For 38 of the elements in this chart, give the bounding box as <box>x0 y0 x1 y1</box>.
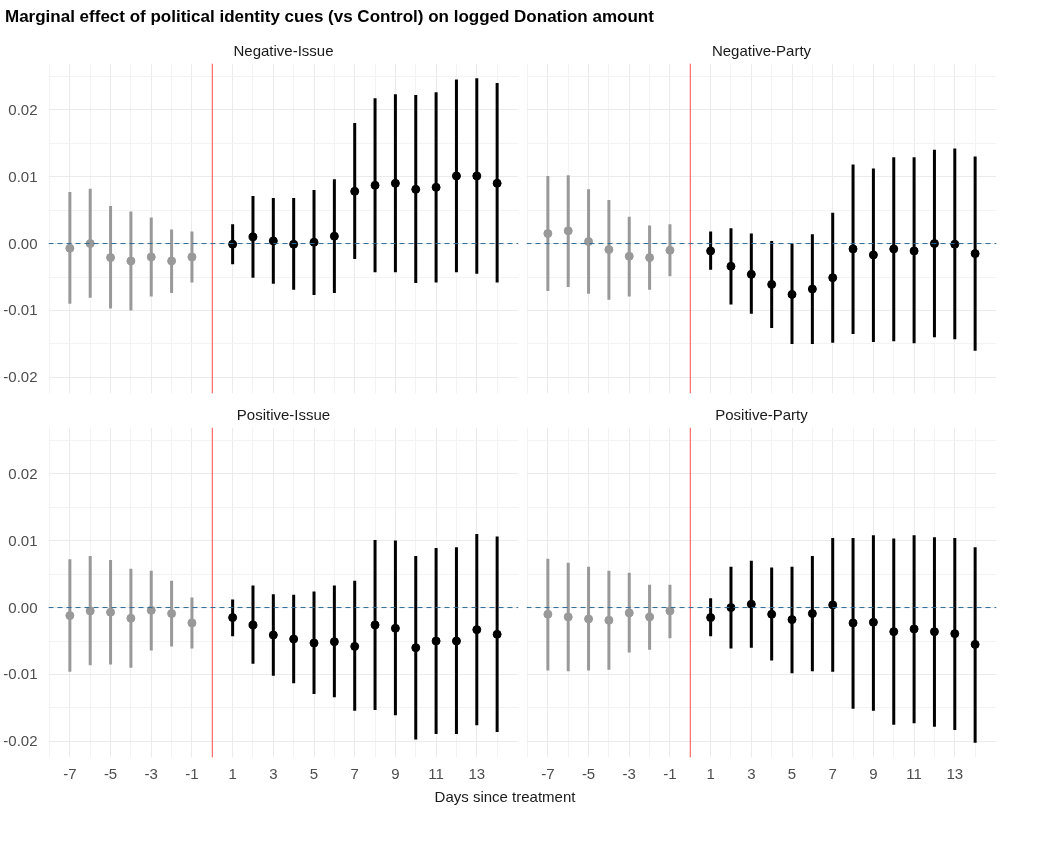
x-tick-label: -3 <box>622 764 636 782</box>
y-tick-label: 0.00 <box>8 598 38 616</box>
chart-subtitle: Positive-Issue <box>236 405 331 423</box>
y-tick-label: 0.02 <box>8 464 38 482</box>
x-tick-label: -3 <box>144 764 158 782</box>
x-tick-label: 1 <box>706 764 715 782</box>
x-axis-title: Days since treatment <box>434 787 576 807</box>
x-tick-label: 13 <box>468 764 486 782</box>
x-tick-label: 9 <box>391 764 400 782</box>
x-tick-label: 5 <box>309 764 319 782</box>
x-tick-label: -1 <box>663 764 677 782</box>
chart-subtitle: Positive-Party <box>715 405 809 423</box>
chart-title: Marginal effect of political identity cues (vs Control) on logged Donation amount <box>5 6 654 28</box>
x-tick-label: -5 <box>581 764 596 782</box>
y-tick-label: -0.01 <box>3 301 38 319</box>
chart-subtitle: Negative-Issue <box>233 41 334 59</box>
y-tick-label: 0.01 <box>8 531 38 549</box>
x-tick-label: 9 <box>869 764 878 782</box>
x-tick-label: 5 <box>787 764 797 782</box>
x-tick-label: 7 <box>350 764 359 782</box>
y-tick-label: -0.02 <box>3 368 38 386</box>
x-tick-label: -7 <box>63 764 77 782</box>
x-tick-label: 13 <box>946 764 964 782</box>
y-tick-label: -0.01 <box>3 665 38 683</box>
x-tick-label: 11 <box>428 764 444 782</box>
y-tick-label: -0.02 <box>3 732 38 750</box>
x-tick-label: -7 <box>541 764 555 782</box>
x-tick-label: -5 <box>103 764 118 782</box>
x-tick-label: 7 <box>828 764 837 782</box>
x-tick-label: 3 <box>747 764 756 782</box>
y-tick-label: 0.01 <box>8 167 38 185</box>
x-tick-label: 1 <box>228 764 237 782</box>
x-tick-label: 3 <box>269 764 278 782</box>
y-tick-label: 0.02 <box>8 100 38 118</box>
y-tick-label: 0.00 <box>8 234 38 252</box>
chart-subtitle: Negative-Party <box>711 41 812 59</box>
x-tick-label: 11 <box>906 764 922 782</box>
x-tick-label: -1 <box>185 764 199 782</box>
